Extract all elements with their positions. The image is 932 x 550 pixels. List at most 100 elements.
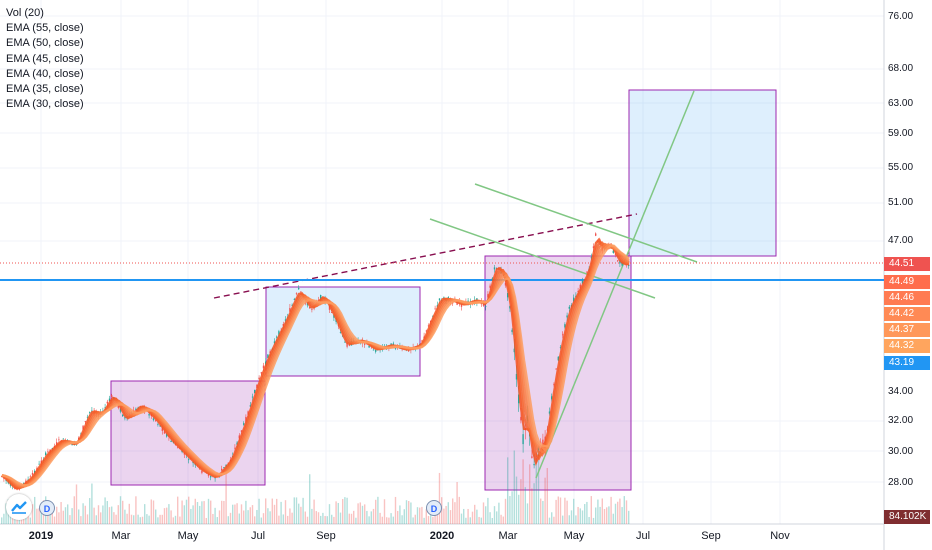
legend-ema-50[interactable]: EMA (50, close) [6,37,84,50]
volume-bar [601,498,603,524]
candle-body [579,284,581,289]
volume-bar [359,502,361,524]
volume-bar [108,507,111,524]
legend-ema-35[interactable]: EMA (35, close) [6,83,84,96]
volume-bar [166,507,168,524]
volume-bar [502,516,504,524]
candle-body [249,405,251,407]
ema-ribbon [1,237,630,490]
volume-bar [229,512,232,524]
volume-bar [445,505,447,524]
volume-bar [542,500,544,524]
volume-bar [326,516,328,524]
volume-bar [221,500,223,524]
candle-body [89,411,91,413]
volume-bar [533,483,535,524]
volume-bar [256,509,258,524]
volume-bar [29,517,31,524]
candle-body [515,373,518,380]
volume-bar [262,513,265,524]
candle-body [260,372,262,374]
dividend-marker[interactable]: D [39,500,55,516]
candle-body [243,423,245,425]
candle-body [236,442,238,445]
candle-body [507,293,509,298]
candle-body [491,278,493,281]
volume-bar [172,517,174,524]
candle-body [309,307,311,309]
candle-body [58,439,60,441]
volume-bar [480,517,482,524]
volume-bar [612,513,614,524]
candle-body [161,428,163,431]
candle-body [56,442,58,446]
volume-bar [619,498,621,524]
legend-ema-40[interactable]: EMA (40, close) [6,67,84,80]
volume-bar [190,508,192,524]
volume-bar [515,476,518,524]
volume-bar [570,510,573,524]
legend-ema-30[interactable]: EMA (30, close) [6,98,84,111]
dividend-marker[interactable]: D [426,500,442,516]
candle-body [247,411,249,415]
volume-bar [331,514,333,524]
candle-body [238,435,240,439]
volume-bar [436,513,438,524]
ascending-trendline[interactable] [535,90,695,479]
volume-bar [608,506,610,524]
volume-bar [254,516,256,524]
legend-ema-55[interactable]: EMA (55, close) [6,22,84,35]
volume-bar [394,496,397,524]
volume-bar [386,517,388,524]
candle-body [555,368,557,370]
tradingview-logo[interactable] [6,494,32,520]
dashed-trendline[interactable] [213,213,638,299]
volume-bar [276,498,278,524]
candle-body [223,467,225,468]
candle-body [346,343,348,347]
volume-bar [579,508,581,524]
descending-trendline-upper[interactable] [474,183,698,263]
candle-body [148,413,150,416]
volume-bar [240,504,243,524]
blue-target-box[interactable] [628,89,777,257]
volume-bar [322,512,324,524]
volume-bar [342,499,344,524]
volume-bar [443,508,445,524]
candle-body [331,312,333,313]
volume-bar [610,496,612,524]
candle-body [348,344,350,346]
candle-body [617,260,619,262]
purple-range-box-1[interactable] [110,380,266,486]
volume-bar [289,508,291,524]
volume-bar [333,516,335,524]
candle-body [135,408,137,410]
volume-bar [379,512,381,524]
candle-body [122,414,124,417]
candle-body [586,271,588,273]
descending-trendline-lower[interactable] [429,218,656,299]
candle-body [485,306,487,307]
candle-body [364,343,366,345]
volume-bar [73,496,75,524]
volume-bar [243,510,245,524]
volume-bar [95,515,97,524]
legend-volume[interactable]: Vol (20) [6,7,44,19]
candle-body [564,324,566,328]
volume-bar [399,505,401,524]
volume-bar [452,498,454,524]
candle-body [45,452,47,456]
volume-bar [295,497,298,524]
time-tick: 2019 [28,530,54,542]
volume-bar [260,517,262,524]
candle-body [104,407,106,409]
volume-badge: 84.102K [884,510,930,524]
volume-bar [144,504,146,524]
candle-body [293,298,295,300]
volume-bar [135,496,137,524]
candle-body [434,308,436,310]
volume-bar [410,502,412,524]
legend-ema-45[interactable]: EMA (45, close) [6,52,84,65]
candle-body [333,314,335,318]
